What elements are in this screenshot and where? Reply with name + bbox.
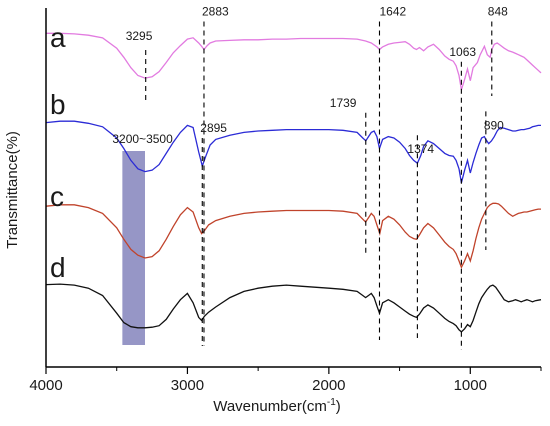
peak-label-890: 890: [484, 118, 504, 132]
peak-label-2883: 2883: [202, 5, 229, 19]
x-tick-label-1000: 1000: [454, 377, 487, 394]
marker-layer: [145, 21, 493, 350]
x-axis-title-main: Wavenumber(cm: [213, 398, 327, 415]
tick-layer: 4000 3000 2000 1000: [29, 367, 542, 394]
band-layer: [122, 151, 145, 345]
peak-label-3295: 3295: [126, 29, 153, 43]
band-label: 3200~3500: [112, 132, 173, 146]
highlight-band: [122, 151, 145, 345]
curve-label-d: d: [50, 252, 66, 283]
series-line-a: [46, 32, 542, 90]
axes-layer: [45, 8, 541, 368]
series-line-c: [45, 202, 541, 270]
y-axis-title: Transmittance(%): [4, 131, 21, 249]
peak-label-848: 848: [488, 5, 508, 19]
x-tick-label-2000: 2000: [312, 377, 345, 394]
peak-label-1374: 1374: [407, 142, 434, 156]
x-axis-title-superscript: -1: [327, 397, 336, 408]
x-tick-label-3000: 3000: [171, 377, 204, 394]
peak-label-1642: 1642: [379, 5, 406, 19]
peak-label-1739: 1739: [330, 96, 357, 110]
series-line-b: [45, 120, 541, 183]
curve-label-c: c: [50, 181, 64, 212]
peak-label-1063: 1063: [449, 45, 476, 59]
curve-label-b: b: [50, 89, 66, 120]
series-layer: [45, 32, 542, 333]
label-layer: 3295 2883 1642 1063 848 2895 1739 1374 890 3200~3…: [50, 5, 508, 284]
curve-label-a: a: [50, 22, 66, 53]
series-line-d: [45, 283, 542, 333]
x-axis-title: Wavenumber(cm-1): [213, 397, 341, 415]
peak-label-2895: 2895: [200, 121, 227, 135]
x-axis-title-close: ): [336, 398, 341, 415]
x-tick-label-4000: 4000: [29, 377, 62, 394]
